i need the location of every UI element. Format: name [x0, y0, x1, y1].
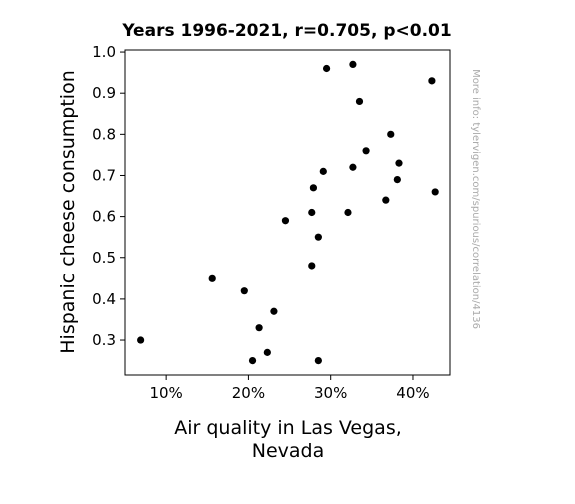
- x-tick-label: 10%: [149, 384, 182, 402]
- data-point: [270, 307, 278, 315]
- data-points: [137, 60, 439, 365]
- data-point: [137, 336, 145, 344]
- data-point: [355, 97, 364, 106]
- x-axis-label-line-1: Air quality in Las Vegas,: [174, 417, 402, 439]
- data-point: [248, 357, 257, 365]
- data-point: [309, 184, 318, 192]
- y-tick-label: 0.3: [92, 331, 116, 349]
- y-tick-label: 1.0: [92, 43, 116, 61]
- y-axis-label: Hispanic cheese consumption: [57, 70, 79, 354]
- data-point: [387, 130, 395, 138]
- plot-frame: [124, 49, 451, 376]
- data-point: [263, 348, 271, 356]
- data-point: [314, 233, 322, 241]
- data-point: [308, 208, 316, 217]
- data-point: [362, 147, 370, 155]
- data-point: [431, 188, 439, 196]
- data-point: [344, 208, 352, 217]
- x-tick-label: 40%: [396, 384, 429, 402]
- x-axis-label-line-2: Nevada: [252, 440, 325, 462]
- data-point: [428, 77, 436, 85]
- data-point: [393, 175, 401, 184]
- data-point: [382, 196, 390, 204]
- x-tick-label: 20%: [232, 384, 265, 402]
- data-point: [281, 217, 290, 225]
- y-tick-label: 0.8: [92, 125, 116, 143]
- x-axis: 10% 20% 30% 40%: [149, 375, 430, 402]
- data-point: [240, 287, 248, 295]
- data-point: [208, 274, 216, 282]
- x-tick-label: 30%: [314, 384, 347, 402]
- y-tick-label: 0.5: [92, 249, 116, 267]
- data-point: [314, 357, 322, 365]
- y-tick-label: 0.7: [92, 166, 116, 184]
- data-point: [308, 262, 316, 270]
- chart-title: Years 1996-2021, r=0.705, p<0.01: [121, 21, 451, 41]
- y-axis: 0.3 0.4 0.5 0.6 0.7 0.8 0.9 1.0: [92, 43, 125, 349]
- data-point: [349, 163, 357, 171]
- data-point: [349, 60, 357, 68]
- y-tick-label: 0.4: [92, 290, 116, 308]
- y-tick-label: 0.9: [92, 84, 116, 102]
- data-point: [395, 159, 403, 167]
- plot-area: [124, 49, 451, 376]
- source-note: More info: tylervigen.com/spurious/corre…: [470, 69, 481, 329]
- data-point: [319, 167, 327, 175]
- data-point: [322, 64, 331, 73]
- y-tick-label: 0.6: [92, 208, 116, 226]
- data-point: [255, 324, 263, 332]
